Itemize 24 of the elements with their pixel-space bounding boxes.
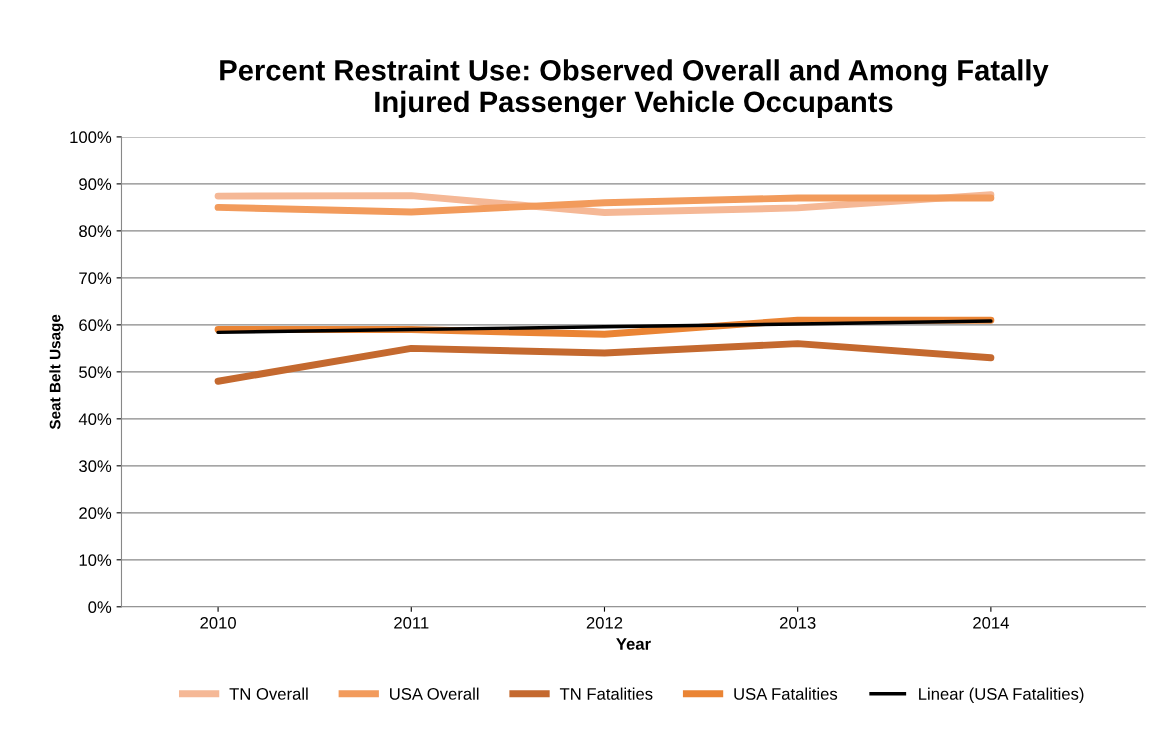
y-tick-label: 90%	[79, 178, 112, 191]
legend-label: Linear (USA Fatalities)	[919, 687, 1084, 704]
legend-label: TN Overall	[229, 687, 308, 700]
y-tick-label: 10%	[79, 554, 112, 567]
legend-label: USA Fatalities	[734, 687, 838, 700]
chart-title: Percent Restraint Use: Observed Overall and Among Fatally Injured Passenger Vehicle Occupants	[220, 59, 1049, 119]
y-tick-label: 30%	[79, 460, 112, 473]
legend-label: TN Fatalities	[559, 687, 653, 700]
x-tick-label: 2013	[779, 616, 816, 629]
y-axis-title: Seat Belt Usage	[49, 314, 64, 430]
y-tick-label: 80%	[79, 225, 112, 238]
y-tick-label: 0%	[88, 601, 112, 613]
y-tick-label: 60%	[79, 319, 112, 332]
y-tick-label: 40%	[78, 413, 112, 426]
y-tick-label: 20%	[79, 507, 112, 520]
legend-label: USA Overall	[390, 687, 479, 700]
y-tick-label: 100%	[70, 131, 112, 144]
x-axis-title: Year	[616, 638, 651, 650]
x-tick-label: 2014	[973, 616, 1009, 629]
x-tick-label: 2011	[394, 616, 429, 629]
x-tick-label: 2012	[586, 616, 623, 629]
x-tick-label: 2010	[200, 616, 236, 629]
y-tick-label: 70%	[79, 272, 112, 285]
y-tick-label: 50%	[79, 366, 112, 379]
